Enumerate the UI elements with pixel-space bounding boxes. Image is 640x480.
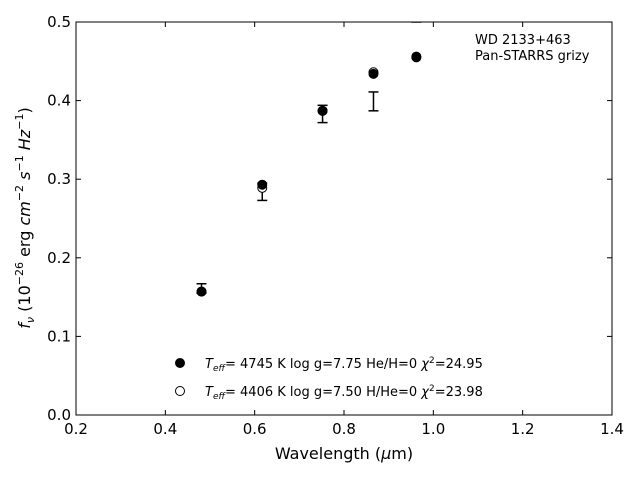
y-tick-label: 0.4 xyxy=(47,92,71,110)
x-tick-label: 0.8 xyxy=(332,420,356,438)
x-tick-label: 0.2 xyxy=(64,420,88,438)
y-tick-label: 0.1 xyxy=(47,327,71,345)
x-tick-label: 1.4 xyxy=(600,420,624,438)
y-axis-ticks: 0.0 0.1 0.2 0.3 0.4 0.5 xyxy=(47,13,612,424)
y-tick-label: 0.5 xyxy=(47,13,71,31)
data-point-filled xyxy=(257,179,268,190)
x-tick-label: 0.4 xyxy=(153,420,177,438)
x-axis-label: Wavelength (μm) xyxy=(275,444,413,463)
data-point-filled xyxy=(196,286,207,297)
data-point-filled xyxy=(368,68,379,79)
y-tick-label: 0.3 xyxy=(47,170,71,188)
x-tick-label: 1.2 xyxy=(511,420,535,438)
data-point-filled xyxy=(411,52,422,63)
legend-label-series-1: Teff= 4745 K log g=7.75 He/H=0 χ2=24.95 xyxy=(205,356,483,374)
annotation-object-name: WD 2133+463 xyxy=(475,33,571,48)
legend-marker-filled xyxy=(175,358,185,368)
plot-area xyxy=(75,21,613,416)
legend-marker-open xyxy=(175,386,185,396)
annotation-survey-name: Pan-STARRS grizy xyxy=(475,49,590,64)
y-axis-label: fν (10−26 erg cm−2 s−1 Hz−1) xyxy=(13,107,37,328)
x-axis-ticks: 0.2 0.4 0.6 0.8 1.0 1.2 1.4 xyxy=(64,22,624,438)
y-tick-label: 0.2 xyxy=(47,249,71,267)
x-tick-label: 1.0 xyxy=(421,420,445,438)
data-point-filled xyxy=(317,105,328,116)
legend-label-series-2: Teff= 4406 K log g=7.50 H/He=0 χ2=23.98 xyxy=(205,384,483,402)
legend: Teff= 4745 K log g=7.75 He/H=0 χ2=24.95 … xyxy=(175,356,483,402)
x-tick-label: 0.6 xyxy=(243,420,267,438)
y-tick-label: 0.0 xyxy=(47,406,71,424)
model-points xyxy=(196,51,422,297)
